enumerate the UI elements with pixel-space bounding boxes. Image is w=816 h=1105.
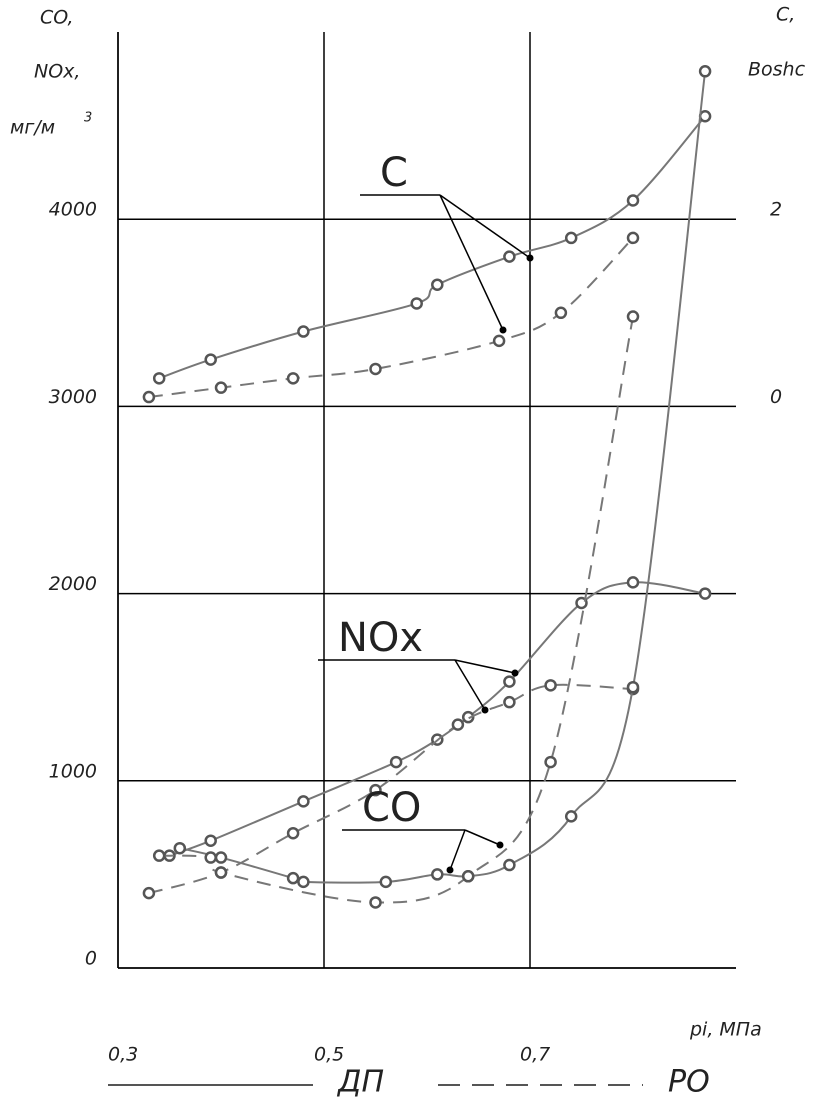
point — [698, 65, 712, 78]
point — [214, 851, 228, 864]
point — [492, 334, 506, 348]
point — [544, 755, 557, 769]
y-tick-label: 3000 — [49, 386, 97, 408]
point — [431, 868, 444, 881]
legend-label: РО — [668, 1065, 710, 1100]
y2-tick-label: 2 — [770, 199, 782, 221]
series-line — [169, 581, 706, 857]
point — [214, 381, 228, 394]
callout — [439, 194, 531, 259]
annotation: NOx — [338, 615, 423, 661]
y-tick-label: 0 — [85, 948, 97, 970]
point — [142, 886, 156, 900]
point — [173, 841, 187, 855]
point — [564, 810, 578, 823]
y-label: мг/м — [10, 117, 55, 139]
x-label: pi, МПа — [689, 1019, 762, 1041]
y-tick-label: 2000 — [49, 573, 97, 595]
callout-dot — [446, 866, 454, 874]
point — [698, 109, 712, 123]
point — [204, 851, 217, 864]
point — [698, 587, 712, 600]
y-label: 3 — [84, 111, 92, 126]
callout-dot — [499, 326, 507, 334]
legend-label: ДП — [336, 1065, 384, 1100]
callout — [454, 659, 516, 674]
point — [564, 231, 578, 245]
point — [503, 695, 516, 709]
point — [152, 849, 166, 862]
point — [297, 325, 310, 338]
annotation: CO — [362, 785, 421, 831]
point — [431, 278, 444, 291]
point — [286, 826, 300, 840]
point — [626, 194, 640, 207]
y-label: NOx, — [34, 61, 80, 83]
callout-dot — [481, 706, 489, 714]
y-label: CO, — [40, 7, 74, 29]
point — [626, 231, 640, 245]
point — [369, 783, 382, 797]
point — [451, 718, 465, 731]
point — [142, 390, 156, 404]
point — [503, 675, 516, 688]
x-tick-label: 0,5 — [314, 1044, 344, 1066]
point — [554, 306, 568, 320]
point — [626, 680, 640, 694]
point — [214, 866, 228, 879]
point — [626, 576, 640, 589]
point — [503, 250, 516, 263]
point — [369, 896, 382, 909]
point — [544, 679, 557, 692]
point — [389, 755, 403, 769]
y2-label: Boshc — [748, 59, 806, 81]
y-tick-label: 4000 — [49, 199, 97, 221]
callout-dot — [511, 669, 519, 677]
callout — [454, 659, 486, 711]
series-line — [148, 683, 634, 895]
callout — [449, 829, 466, 871]
x-tick-label: 0,7 — [520, 1044, 550, 1066]
point — [152, 372, 166, 385]
point — [461, 870, 475, 883]
point — [286, 372, 300, 385]
y2-label: C, — [776, 4, 795, 26]
x-tick-label: 0,3 — [108, 1044, 138, 1066]
point — [204, 834, 217, 847]
annotation: C — [380, 150, 408, 196]
point — [503, 858, 516, 872]
y-tick-label: 1000 — [49, 760, 97, 782]
y2-tick-label: 0 — [770, 386, 782, 408]
point — [297, 875, 310, 889]
point — [204, 353, 217, 366]
point — [461, 710, 475, 724]
series-line — [179, 71, 707, 884]
callout — [464, 829, 501, 846]
point — [410, 297, 423, 310]
point — [379, 875, 393, 889]
point — [297, 795, 310, 808]
point — [369, 362, 382, 376]
point — [626, 310, 640, 323]
callout-dot — [526, 254, 534, 262]
callout — [439, 194, 504, 331]
callout-dot — [496, 841, 504, 849]
point — [286, 871, 300, 885]
